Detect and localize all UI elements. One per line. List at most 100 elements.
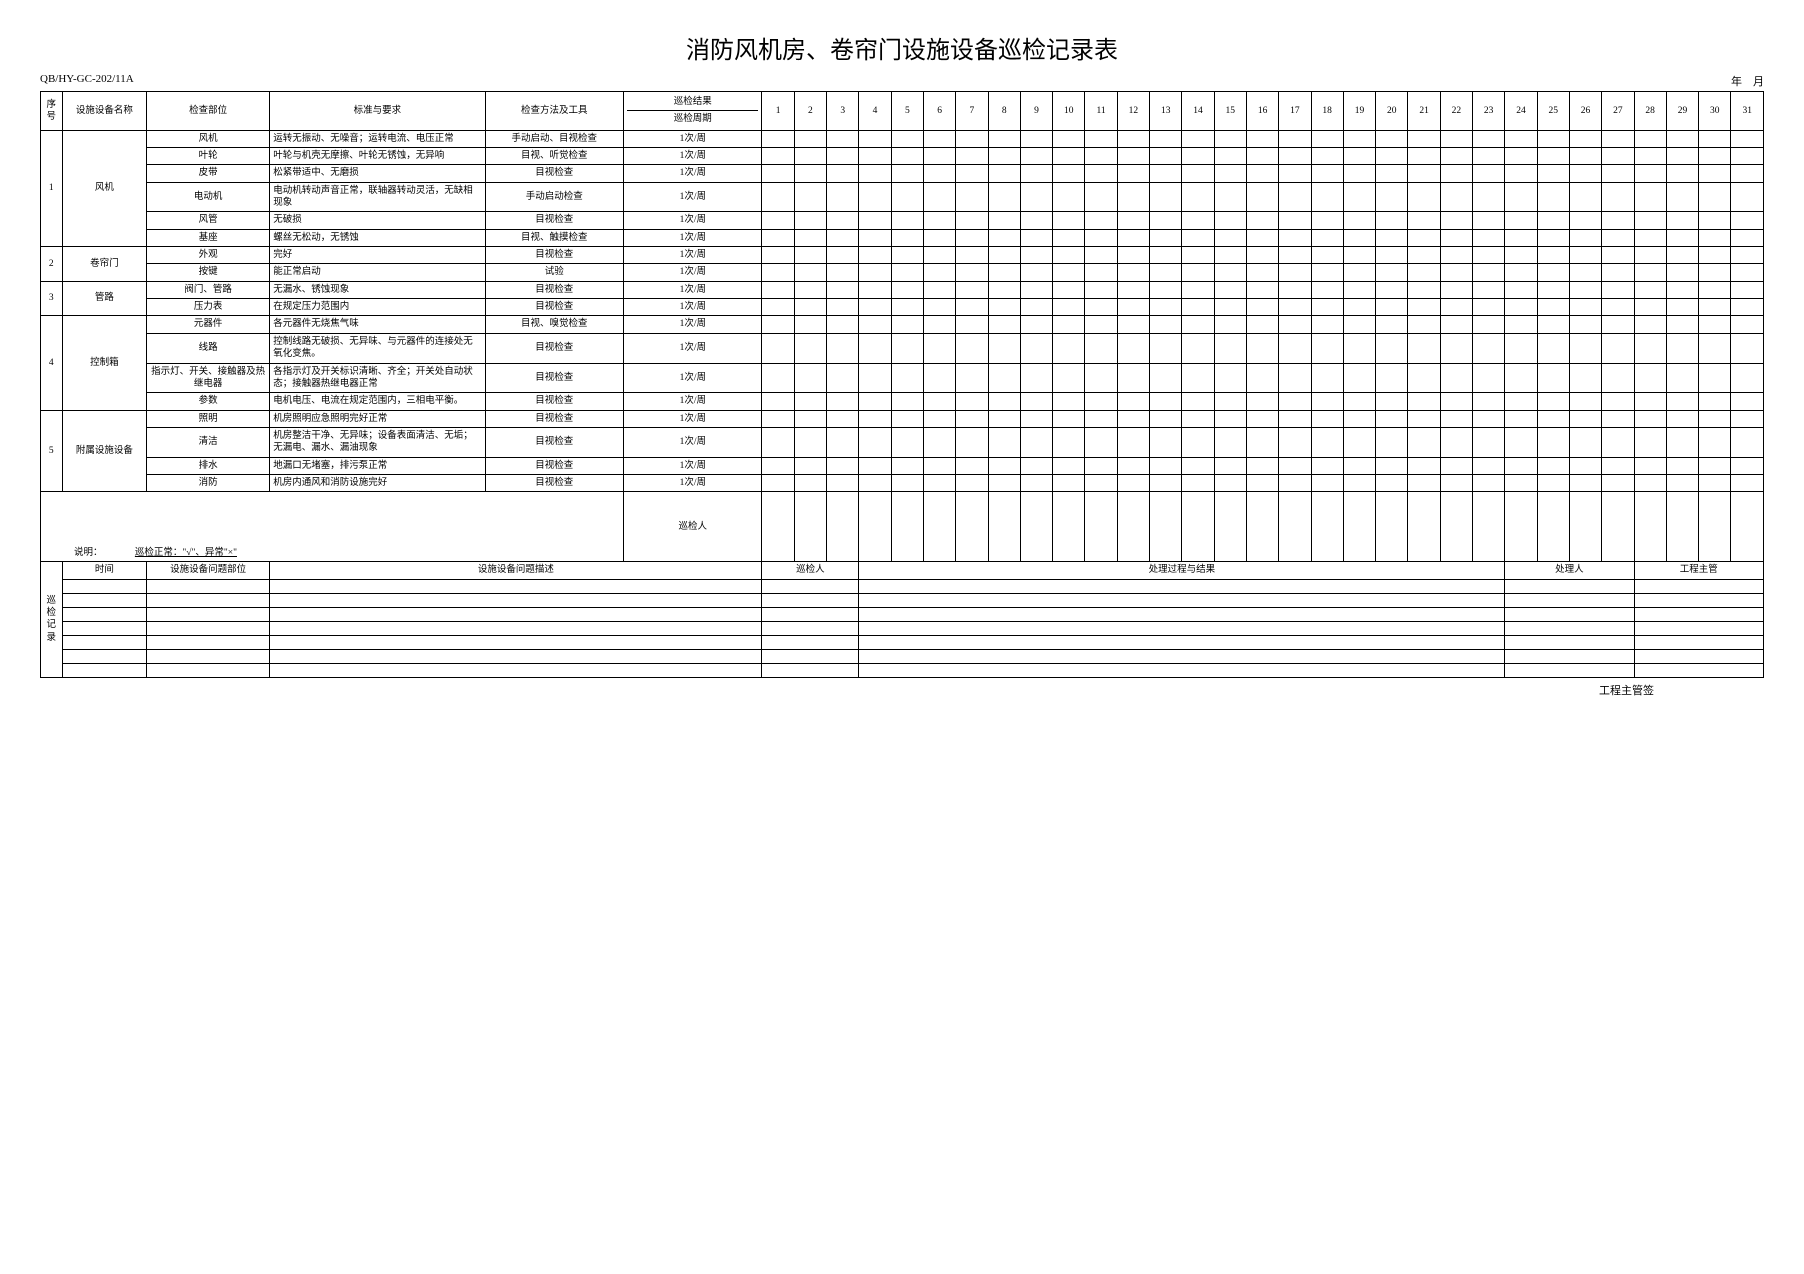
- header-cell: [988, 264, 1020, 281]
- header-cell: [1279, 393, 1311, 410]
- header-cell: [794, 393, 826, 410]
- header-cell: [1376, 229, 1408, 246]
- header-cell: [1279, 299, 1311, 316]
- header-cell: [1053, 247, 1085, 264]
- header-cell: [1634, 148, 1666, 165]
- header-cell: [1634, 457, 1666, 474]
- header-cell: 参数: [147, 393, 270, 410]
- inspection-table: 序号设施设备名称检查部位标准与要求检查方法及工具巡检结果巡检周期12345678…: [40, 91, 1764, 678]
- header-cell: [1311, 165, 1343, 182]
- header-cell: [1505, 182, 1537, 212]
- header-cell: 叶轮: [147, 148, 270, 165]
- header-cell: [1699, 182, 1731, 212]
- header-cell: [1408, 130, 1440, 147]
- header-cell: [988, 363, 1020, 393]
- header-cell: [1505, 333, 1537, 363]
- header-cell: [1602, 264, 1634, 281]
- table-row: 指示灯、开关、接触器及热继电器各指示灯及开关标识清晰、齐全；开关处自动状态；接触…: [41, 363, 1764, 393]
- header-cell: [1085, 247, 1117, 264]
- header-cell: [762, 593, 859, 607]
- header-cell: [1634, 474, 1666, 491]
- header-cell: [1537, 457, 1569, 474]
- header-cell: [1440, 363, 1472, 393]
- header-cell: [1150, 457, 1182, 474]
- header-cell: [1699, 393, 1731, 410]
- header-cell: [1537, 427, 1569, 457]
- header-cell: 电动机: [147, 182, 270, 212]
- header-cell: [1279, 212, 1311, 229]
- header-cell: 压力表: [147, 299, 270, 316]
- header-cell: [1505, 316, 1537, 333]
- header-cell: 1次/周: [624, 212, 762, 229]
- header-cell: 检查部位: [147, 92, 270, 131]
- header-cell: [956, 316, 988, 333]
- header-cell: [1440, 264, 1472, 281]
- record-blank-row: [41, 621, 1764, 635]
- header-cell: 地漏口无堵塞，排污泵正常: [270, 457, 485, 474]
- header-cell: [1085, 165, 1117, 182]
- header-cell: [1117, 363, 1149, 393]
- header-cell: [1182, 333, 1214, 363]
- header-cell: 1次/周: [624, 474, 762, 491]
- header-cell: [1731, 182, 1764, 212]
- header-cell: [1731, 212, 1764, 229]
- header-cell: [1053, 130, 1085, 147]
- header-cell: [1569, 410, 1601, 427]
- header-cell: 能正常启动: [270, 264, 485, 281]
- header-cell: [827, 281, 859, 298]
- header-cell: [1053, 363, 1085, 393]
- header-cell: [1311, 212, 1343, 229]
- header-cell: [923, 281, 955, 298]
- header-cell: [1020, 212, 1052, 229]
- header-cell: [1408, 229, 1440, 246]
- header-cell: [1473, 427, 1505, 457]
- header-cell: [988, 182, 1020, 212]
- header-cell: [1699, 316, 1731, 333]
- header-cell: 1次/周: [624, 281, 762, 298]
- header-cell: [1376, 299, 1408, 316]
- header-cell: [859, 229, 891, 246]
- header-cell: [762, 492, 794, 562]
- header-cell: [988, 492, 1020, 562]
- header-cell: [1634, 130, 1666, 147]
- header-cell: [1279, 457, 1311, 474]
- header-cell: [1182, 165, 1214, 182]
- header-cell: [1020, 363, 1052, 393]
- header-cell: [859, 663, 1505, 677]
- header-cell: [1117, 212, 1149, 229]
- header-cell: [923, 148, 955, 165]
- header-cell: [1279, 474, 1311, 491]
- header-cell: [891, 264, 923, 281]
- header-cell: 2: [794, 92, 826, 131]
- header-cell: [1246, 316, 1278, 333]
- header-cell: [1569, 165, 1601, 182]
- header-cell: [794, 474, 826, 491]
- header-cell: [1343, 212, 1375, 229]
- header-cell: [859, 621, 1505, 635]
- header-cell: 目视检查: [485, 410, 623, 427]
- header-cell: [859, 410, 891, 427]
- header-cell: [147, 635, 270, 649]
- header-cell: [762, 363, 794, 393]
- header-cell: 机房照明应急照明完好正常: [270, 410, 485, 427]
- header-cell: [1311, 393, 1343, 410]
- header-cell: [1246, 299, 1278, 316]
- header-cell: [1537, 410, 1569, 427]
- header-cell: [859, 299, 891, 316]
- header-cell: 8: [988, 92, 1020, 131]
- header-cell: [1020, 165, 1052, 182]
- header-cell: [1117, 474, 1149, 491]
- header-cell: [1537, 229, 1569, 246]
- header-cell: 4: [859, 92, 891, 131]
- header-cell: [1440, 333, 1472, 363]
- header-cell: [1085, 474, 1117, 491]
- header-cell: [1569, 474, 1601, 491]
- header-cell: [147, 579, 270, 593]
- header-cell: 设施设备名称: [62, 92, 147, 131]
- header-cell: [1117, 316, 1149, 333]
- header-cell: [1699, 299, 1731, 316]
- header-cell: [859, 393, 891, 410]
- header-cell: [1117, 281, 1149, 298]
- header-cell: [859, 333, 891, 363]
- header-cell: 24: [1505, 92, 1537, 131]
